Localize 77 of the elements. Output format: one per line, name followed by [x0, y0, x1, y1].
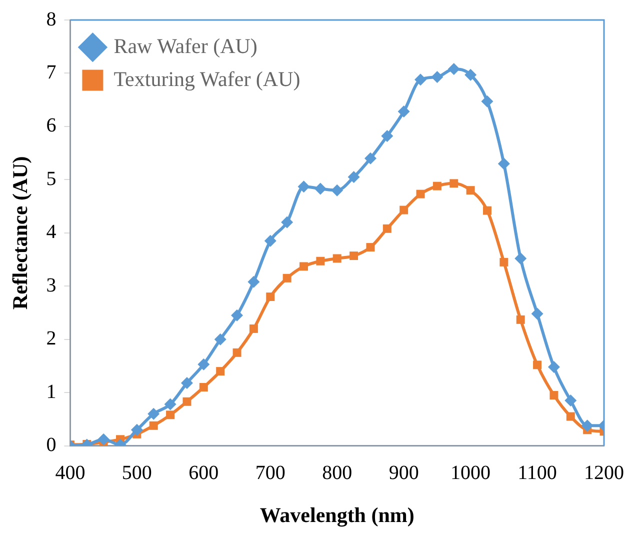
point: [431, 70, 444, 83]
y-tick-label: 3: [46, 274, 56, 296]
point: [98, 433, 110, 446]
point: [314, 182, 326, 195]
x-tick-label: 700: [255, 462, 286, 484]
point: [149, 421, 158, 430]
point: [350, 252, 358, 260]
point: [398, 106, 410, 118]
point: [450, 179, 458, 188]
point: [550, 390, 558, 400]
point: [448, 62, 460, 75]
point: [381, 130, 394, 142]
y-tick-label: 2: [46, 328, 56, 350]
point: [232, 348, 242, 357]
point: [166, 410, 175, 420]
x-tick-label: 1100: [518, 462, 557, 484]
point: [264, 234, 276, 247]
point: [299, 262, 308, 271]
x-tick-label: 1200: [584, 462, 624, 484]
point: [500, 258, 508, 266]
point: [331, 184, 344, 196]
point: [130, 424, 143, 436]
point: [249, 324, 258, 333]
point: [266, 292, 275, 302]
y-tick-label: 0: [46, 434, 56, 456]
point: [348, 171, 360, 184]
point: [400, 206, 408, 214]
y-tick-label: 6: [46, 114, 56, 137]
x-tick-label: 1000: [450, 462, 491, 484]
point: [199, 383, 208, 392]
point: [148, 408, 160, 420]
point: [198, 358, 210, 370]
point: [231, 309, 244, 322]
legend-label: Texturing Wafer (AU): [114, 66, 300, 91]
point: [316, 256, 325, 266]
point: [464, 68, 477, 81]
point: [366, 243, 375, 252]
point: [282, 274, 292, 282]
point: [498, 158, 510, 170]
point: [164, 398, 176, 410]
point: [516, 315, 525, 324]
point: [298, 180, 310, 193]
y-tick-label: 1: [46, 380, 56, 403]
y-tick-label: 4: [46, 221, 56, 244]
point: [564, 394, 577, 407]
point: [214, 333, 226, 346]
point: [416, 190, 425, 198]
y-tick-label: 7: [46, 61, 56, 84]
point: [364, 152, 376, 164]
x-tick-label: 800: [322, 462, 352, 484]
point: [182, 397, 192, 406]
point: [332, 254, 342, 263]
x-tick-label: 400: [55, 462, 86, 484]
point: [414, 74, 427, 86]
point: [216, 367, 225, 376]
x-tick-label: 900: [388, 462, 419, 484]
x-axis-title: Wavelength (nm): [260, 502, 414, 527]
x-tick-label: 500: [122, 462, 152, 484]
point: [432, 182, 442, 190]
point: [466, 186, 475, 195]
y-axis-title: Reflectance (AU): [8, 156, 32, 310]
point: [281, 216, 294, 228]
point: [533, 360, 542, 370]
point: [180, 376, 193, 389]
point: [548, 361, 560, 374]
point: [514, 252, 527, 264]
x-tick-label: 600: [188, 462, 219, 484]
y-tick-label: 5: [46, 168, 56, 190]
legend-label: Raw Wafer (AU): [114, 34, 258, 58]
point: [382, 224, 392, 233]
point: [482, 206, 492, 215]
point: [531, 308, 544, 320]
point: [581, 420, 594, 432]
y-tick-label: 8: [46, 8, 56, 30]
point: [248, 276, 260, 288]
point: [481, 95, 494, 108]
point: [566, 412, 575, 421]
